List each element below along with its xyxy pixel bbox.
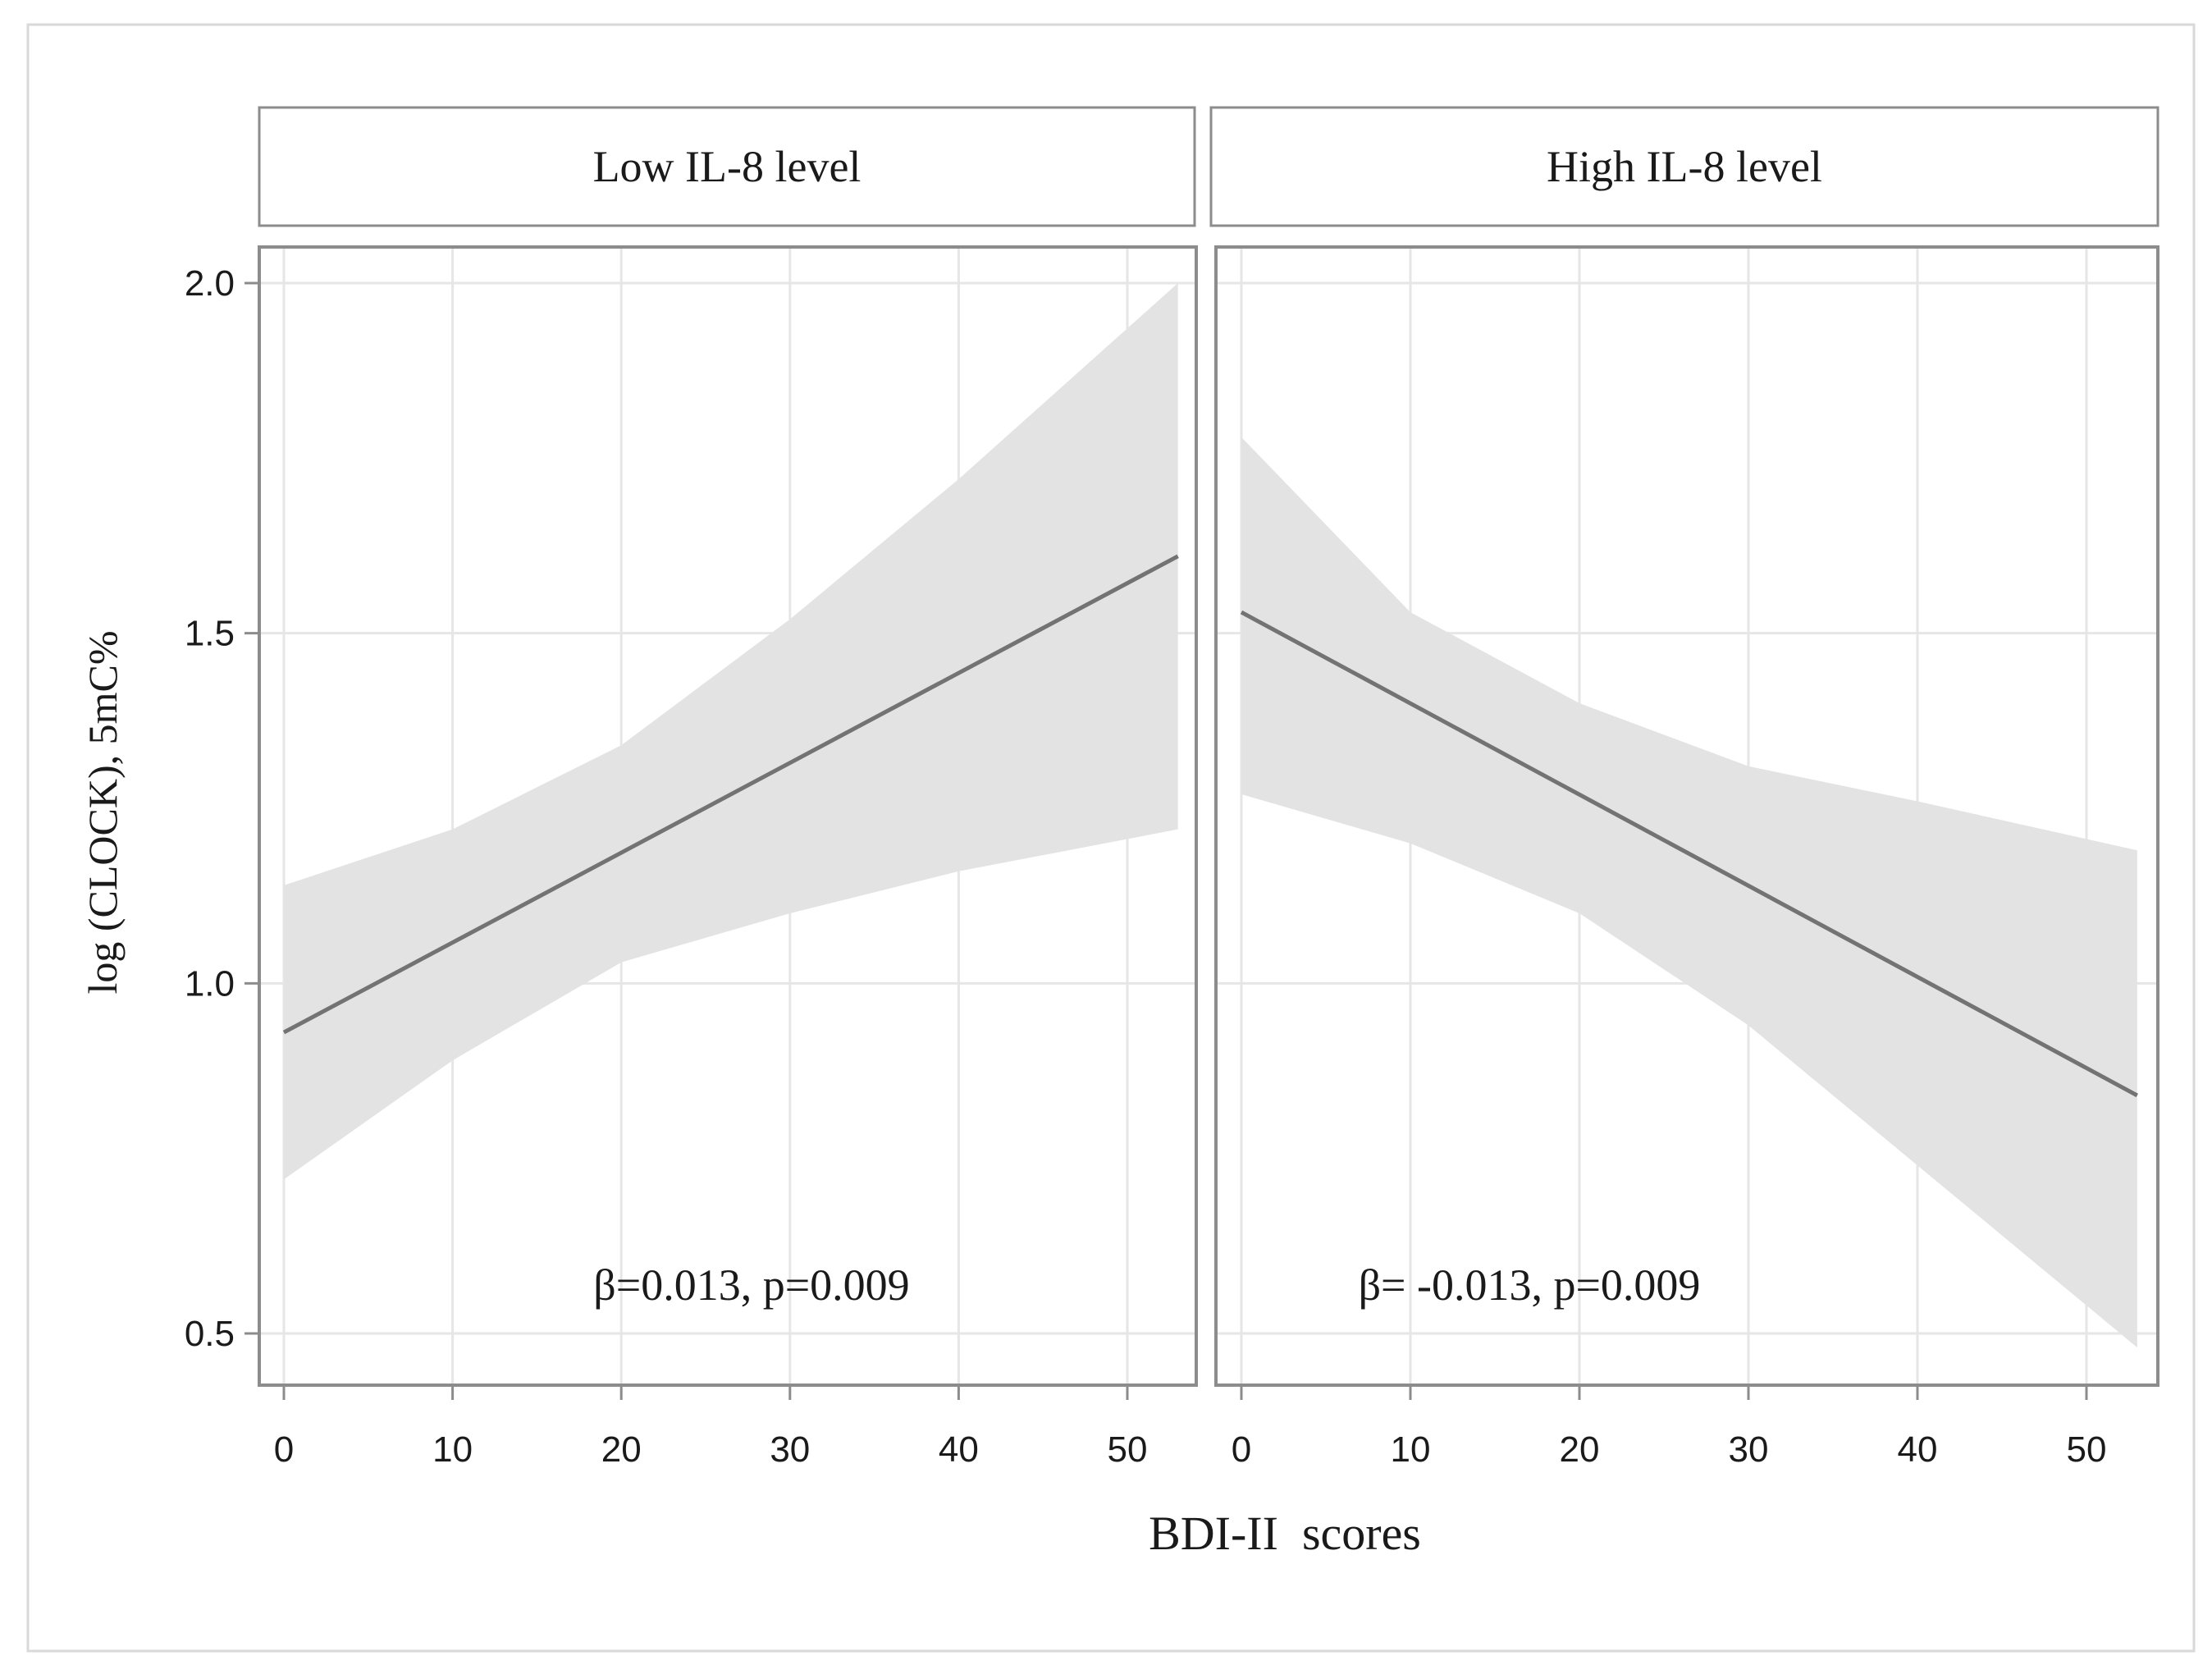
- panels-layer: Low IL-8 level β=0.013, p=0.009 0 10 20 30 40 5…: [185, 106, 2159, 1470]
- fitted-line: [282, 554, 1179, 1035]
- x-axis-label: BDI-II scores: [1149, 1507, 1421, 1560]
- y-tick-label: 1.5: [185, 614, 235, 654]
- annotation-text: β=0.013, p=0.009: [593, 1260, 909, 1310]
- x-tick-label: 30: [1729, 1429, 1769, 1470]
- panel-1: Low IL-8 level β=0.013, p=0.009 0 10 20 30 40 5…: [258, 106, 1198, 1470]
- panel-border: [258, 245, 1198, 1387]
- y-axis-label: log (CLOCK), 5mC%: [80, 630, 126, 994]
- annotation-text: β= -0.013, p=0.009: [1359, 1260, 1701, 1310]
- x-tick-label: 30: [770, 1429, 810, 1470]
- x-tick-label: 40: [939, 1429, 979, 1470]
- y-tick-label: 0.5: [185, 1314, 235, 1354]
- panel-title: Low IL-8 level: [593, 142, 861, 191]
- fitted-line: [1240, 610, 2138, 1098]
- panel-2: High IL-8 level β= -0.013, p=0.009 0 10 20 30…: [1209, 106, 2159, 1470]
- x-tick-label: 0: [274, 1429, 294, 1470]
- confidence-band: [284, 283, 1178, 1180]
- y-tick-label: 1.0: [185, 963, 235, 1004]
- panel-border: [1214, 245, 2159, 1387]
- x-tick-label: 0: [1232, 1429, 1251, 1470]
- x-tick-label: 50: [1108, 1429, 1148, 1470]
- x-tick-label: 40: [1898, 1429, 1938, 1470]
- x-tick-label: 10: [1391, 1429, 1431, 1470]
- x-tick-label: 20: [601, 1429, 642, 1470]
- y-tick-label: 2.0: [185, 263, 235, 304]
- panel-header: [258, 106, 1196, 227]
- x-tick-label: 20: [1560, 1429, 1600, 1470]
- panel-title: High IL-8 level: [1547, 142, 1822, 191]
- x-tick-label: 50: [2067, 1429, 2107, 1470]
- x-tick-label: 10: [432, 1429, 473, 1470]
- panel-header: [1209, 106, 2159, 227]
- confidence-band: [1241, 437, 2137, 1348]
